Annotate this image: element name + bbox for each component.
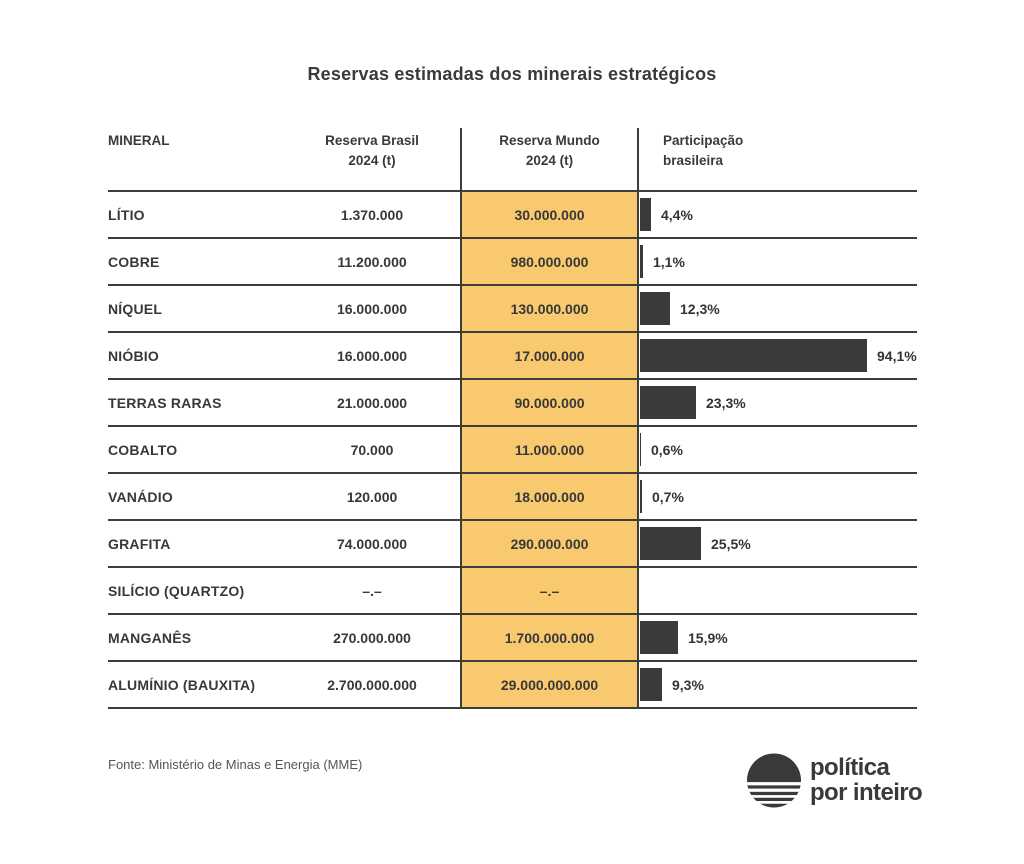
participacao-cell: 25,5% — [638, 521, 917, 566]
table-body: LÍTIO 1.370.000 30.000.000 4,4% COBRE 11… — [108, 190, 917, 709]
reserva-mundo-value: 18.000.000 — [461, 474, 638, 519]
reserva-mundo-value: 1.700.000.000 — [461, 615, 638, 660]
source-note: Fonte: Ministério de Minas e Energia (MM… — [108, 757, 363, 772]
participation-bar — [640, 621, 678, 654]
politica-por-inteiro-logo: política por inteiro — [747, 753, 923, 813]
reserva-mundo-value: 90.000.000 — [461, 380, 638, 425]
header-reserva-brasil-line2: 2024 (t) — [348, 153, 396, 168]
participacao-cell: 1,1% — [638, 239, 917, 284]
reserva-brasil-value: 1.370.000 — [340, 206, 404, 223]
participation-bar — [640, 245, 643, 278]
table-row: GRAFITA 74.000.000 290.000.000 25,5% — [108, 519, 917, 566]
mineral-name: ALUMÍNIO (BAUXITA) — [108, 676, 256, 693]
table-row: TERRAS RARAS 21.000.000 90.000.000 23,3% — [108, 378, 917, 425]
participacao-cell: 0,6% — [638, 427, 917, 472]
logo-wordmark-line1: política — [810, 754, 890, 781]
participation-bar — [640, 433, 641, 466]
participacao-cell: 23,3% — [638, 380, 917, 425]
participation-bar — [640, 292, 670, 325]
header-participacao-line2: brasileira — [663, 153, 724, 168]
sun-stripes-logo-icon — [747, 753, 801, 813]
participation-bar — [640, 668, 662, 701]
participation-percent-label: 23,3% — [706, 394, 746, 411]
table-row: COBRE 11.200.000 980.000.000 1,1% — [108, 237, 917, 284]
mineral-name: TERRAS RARAS — [108, 394, 222, 411]
header-reserva-mundo: Reserva Mundo 2024 (t) — [461, 125, 638, 190]
reserva-brasil-value: 70.000 — [350, 441, 394, 458]
participacao-cell: 12,3% — [638, 286, 917, 331]
mineral-name: COBRE — [108, 253, 160, 270]
participation-bar — [640, 480, 642, 513]
reserva-mundo-value: 290.000.000 — [461, 521, 638, 566]
participation-percent-label: 0,6% — [651, 441, 683, 458]
header-mineral: MINERAL — [108, 133, 170, 148]
reserva-mundo-value: 17.000.000 — [461, 333, 638, 378]
mineral-name: GRAFITA — [108, 535, 171, 552]
reserva-brasil-value: 11.200.000 — [337, 253, 407, 270]
participation-percent-label: 25,5% — [711, 535, 751, 552]
logo-wordmark-line2: por inteiro — [810, 779, 923, 806]
reserva-brasil-value: 16.000.000 — [336, 347, 408, 364]
reserva-mundo-value: 980.000.000 — [461, 239, 638, 284]
reserva-brasil-value: 120.000 — [346, 488, 398, 505]
header-reserva-brasil-line1: Reserva Brasil — [325, 133, 419, 148]
reserva-brasil-value: 2.700.000.000 — [327, 676, 417, 693]
header-reserva-mundo-line2: 2024 (t) — [525, 153, 574, 168]
participacao-cell: 9,3% — [638, 662, 917, 707]
reserva-mundo-value: 130.000.000 — [461, 286, 638, 331]
participacao-cell: 94,1% — [638, 333, 917, 378]
table-row: COBALTO 70.000 11.000.000 0,6% — [108, 425, 917, 472]
mineral-name: VANÁDIO — [108, 488, 173, 505]
reserva-brasil-value: 21.000.000 — [336, 394, 408, 411]
column-divider-left — [460, 128, 462, 709]
column-divider-right — [637, 128, 639, 709]
participation-bar — [640, 339, 867, 372]
reserva-brasil-value: 74.000.000 — [336, 535, 408, 552]
logo-wordmark: política por inteiro — [810, 754, 923, 806]
mineral-name: MANGANÊS — [108, 629, 192, 646]
participation-percent-label: 1,1% — [653, 253, 685, 270]
table-row: SILÍCIO (QUARTZO) –.– –.– — [108, 566, 917, 613]
mineral-name: NÍQUEL — [108, 300, 163, 317]
mineral-name: SILÍCIO (QUARTZO) — [108, 582, 245, 599]
reserva-mundo-value: 30.000.000 — [461, 192, 638, 237]
participation-percent-label: 12,3% — [680, 300, 720, 317]
participation-percent-label: 0,7% — [652, 488, 684, 505]
table-row: NÍQUEL 16.000.000 130.000.000 12,3% — [108, 284, 917, 331]
header-reserva-mundo-line1: Reserva Mundo — [499, 133, 600, 148]
mineral-name: LÍTIO — [108, 206, 145, 223]
participacao-cell — [638, 568, 917, 613]
reserva-brasil-value: 16.000.000 — [336, 300, 408, 317]
reserva-mundo-value: 29.000.000.000 — [461, 662, 638, 707]
reserva-brasil-value: –.– — [362, 582, 382, 599]
participacao-cell: 0,7% — [638, 474, 917, 519]
table-row: LÍTIO 1.370.000 30.000.000 4,4% — [108, 190, 917, 237]
minerals-table: MINERAL Reserva Brasil 2024 (t) Reserva … — [108, 125, 917, 709]
participation-percent-label: 94,1% — [877, 347, 917, 364]
participation-percent-label: 4,4% — [661, 206, 693, 223]
header-participacao-line1: Participação — [663, 133, 744, 148]
participation-percent-label: 9,3% — [672, 676, 704, 693]
participation-bar — [640, 386, 696, 419]
table-row: NIÓBIO 16.000.000 17.000.000 94,1% — [108, 331, 917, 378]
mineral-name: COBALTO — [108, 441, 178, 458]
table-row: VANÁDIO 120.000 18.000.000 0,7% — [108, 472, 917, 519]
reserva-brasil-value: 270.000.000 — [333, 629, 411, 646]
reserva-mundo-value: –.– — [461, 568, 638, 613]
participation-bar — [640, 198, 651, 231]
participacao-cell: 15,9% — [638, 615, 917, 660]
participation-bar — [640, 527, 701, 560]
participacao-cell: 4,4% — [638, 192, 917, 237]
header-reserva-brasil: Reserva Brasil 2024 (t) — [283, 125, 461, 190]
table-row: ALUMÍNIO (BAUXITA) 2.700.000.000 29.000.… — [108, 660, 917, 709]
table-header-row: MINERAL Reserva Brasil 2024 (t) Reserva … — [108, 125, 917, 190]
header-participacao: Participação brasileira — [638, 125, 917, 190]
participation-percent-label: 15,9% — [688, 629, 728, 646]
mineral-name: NIÓBIO — [108, 347, 159, 364]
reserva-mundo-value: 11.000.000 — [461, 427, 638, 472]
table-row: MANGANÊS 270.000.000 1.700.000.000 15,9% — [108, 613, 917, 660]
page-title: Reservas estimadas dos minerais estratég… — [307, 64, 717, 84]
